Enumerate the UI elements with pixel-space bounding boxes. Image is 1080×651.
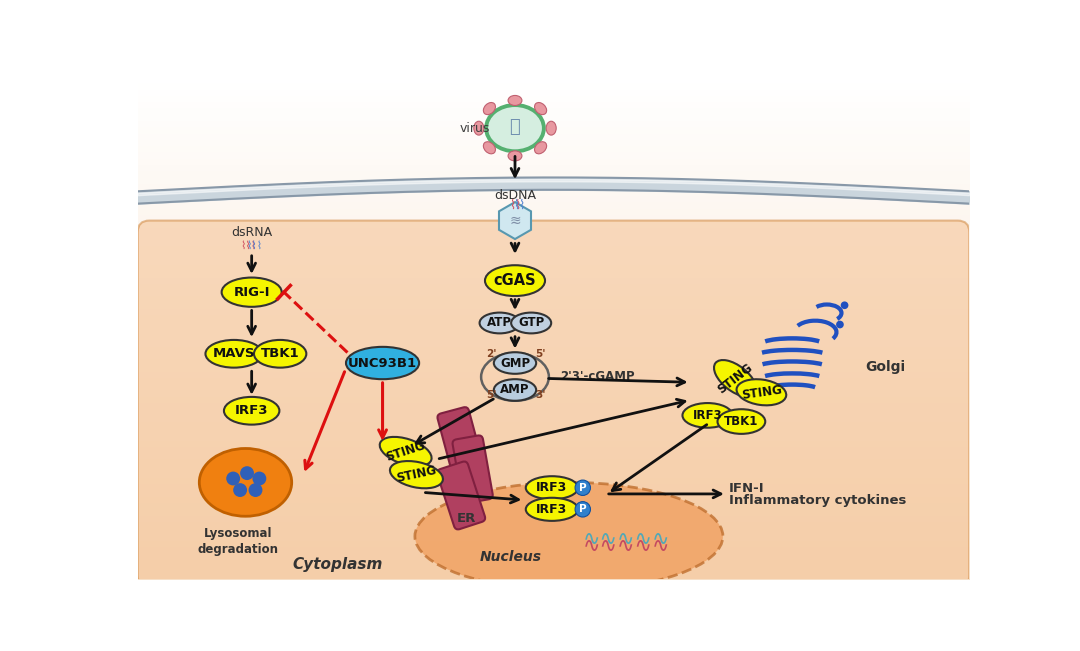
Text: ⌇⌇⌇: ⌇⌇⌇: [246, 240, 262, 250]
Text: ER: ER: [457, 512, 476, 525]
Ellipse shape: [546, 121, 556, 135]
Text: 5': 5': [486, 391, 497, 400]
Text: IFN-I: IFN-I: [729, 482, 765, 495]
Ellipse shape: [526, 498, 578, 521]
Ellipse shape: [737, 380, 786, 406]
Ellipse shape: [480, 312, 519, 333]
Text: Golgi: Golgi: [865, 360, 905, 374]
Text: Lysosomal
degradation: Lysosomal degradation: [198, 527, 279, 556]
Text: P: P: [579, 483, 586, 493]
FancyBboxPatch shape: [138, 221, 970, 587]
Text: Cytoplasm: Cytoplasm: [293, 557, 383, 572]
Ellipse shape: [415, 482, 723, 590]
Ellipse shape: [390, 461, 443, 488]
Text: 5': 5': [536, 349, 545, 359]
Circle shape: [836, 321, 843, 328]
Ellipse shape: [535, 142, 546, 154]
Ellipse shape: [380, 437, 432, 466]
Text: ∿∿∿∿∿: ∿∿∿∿∿: [583, 536, 671, 557]
Ellipse shape: [346, 347, 419, 379]
Ellipse shape: [526, 477, 578, 499]
Text: TBK1: TBK1: [261, 347, 299, 360]
Text: ≋: ≋: [509, 214, 521, 228]
Text: Nucleus: Nucleus: [481, 550, 542, 564]
Ellipse shape: [535, 102, 546, 115]
Text: GTP: GTP: [518, 316, 544, 329]
FancyBboxPatch shape: [437, 462, 485, 529]
Text: P: P: [579, 505, 586, 514]
Ellipse shape: [494, 379, 536, 401]
FancyBboxPatch shape: [453, 436, 492, 503]
Text: TBK1: TBK1: [725, 415, 758, 428]
Text: ⌇⌇⌇: ⌇⌇⌇: [241, 240, 257, 250]
Text: AMP: AMP: [500, 383, 530, 396]
Ellipse shape: [253, 471, 267, 486]
Text: ⌇⌇: ⌇⌇: [509, 199, 522, 212]
Ellipse shape: [248, 483, 262, 497]
Text: 2': 2': [486, 349, 497, 359]
Ellipse shape: [254, 340, 307, 368]
Polygon shape: [499, 202, 531, 239]
Text: RIG-I: RIG-I: [233, 286, 270, 299]
Text: ∿∿∿∿∿: ∿∿∿∿∿: [583, 529, 671, 549]
FancyBboxPatch shape: [437, 407, 485, 480]
Text: 〜: 〜: [510, 118, 521, 135]
Ellipse shape: [240, 466, 254, 480]
Text: 2'3'-cGAMP: 2'3'-cGAMP: [559, 370, 634, 383]
Text: dsDNA: dsDNA: [494, 189, 536, 202]
Ellipse shape: [714, 360, 756, 397]
Text: STING: STING: [395, 464, 437, 485]
Text: IRF3: IRF3: [537, 503, 568, 516]
Ellipse shape: [508, 96, 522, 105]
Text: virus: virus: [460, 122, 490, 135]
Ellipse shape: [200, 449, 292, 516]
Text: STING: STING: [740, 383, 783, 402]
Ellipse shape: [224, 397, 280, 424]
Circle shape: [575, 502, 591, 517]
Text: Inflammatory cytokines: Inflammatory cytokines: [729, 493, 906, 506]
Ellipse shape: [683, 403, 732, 428]
Text: STING: STING: [384, 439, 427, 464]
Ellipse shape: [511, 312, 551, 333]
Ellipse shape: [485, 265, 545, 296]
Text: IRF3: IRF3: [235, 404, 269, 417]
Text: dsRNA: dsRNA: [231, 227, 272, 240]
Ellipse shape: [508, 151, 522, 161]
Ellipse shape: [484, 102, 496, 115]
Text: UNC93B1: UNC93B1: [348, 357, 417, 370]
Ellipse shape: [717, 409, 766, 434]
Ellipse shape: [494, 352, 536, 374]
Text: GMP: GMP: [500, 357, 530, 370]
Text: IRF3: IRF3: [537, 481, 568, 494]
Circle shape: [840, 301, 849, 309]
Text: STING: STING: [715, 361, 755, 396]
Ellipse shape: [233, 483, 247, 497]
Text: MAVS: MAVS: [213, 347, 255, 360]
Text: IRF3: IRF3: [692, 409, 723, 422]
Text: cGAS: cGAS: [494, 273, 537, 288]
Ellipse shape: [226, 471, 240, 486]
Circle shape: [575, 480, 591, 495]
Text: ATP: ATP: [487, 316, 512, 329]
Ellipse shape: [205, 340, 262, 368]
Text: ⌇⌇: ⌇⌇: [513, 199, 526, 212]
Ellipse shape: [221, 277, 282, 307]
Ellipse shape: [484, 142, 496, 154]
Ellipse shape: [474, 121, 484, 135]
Ellipse shape: [486, 105, 544, 151]
Text: 3': 3': [536, 391, 545, 400]
